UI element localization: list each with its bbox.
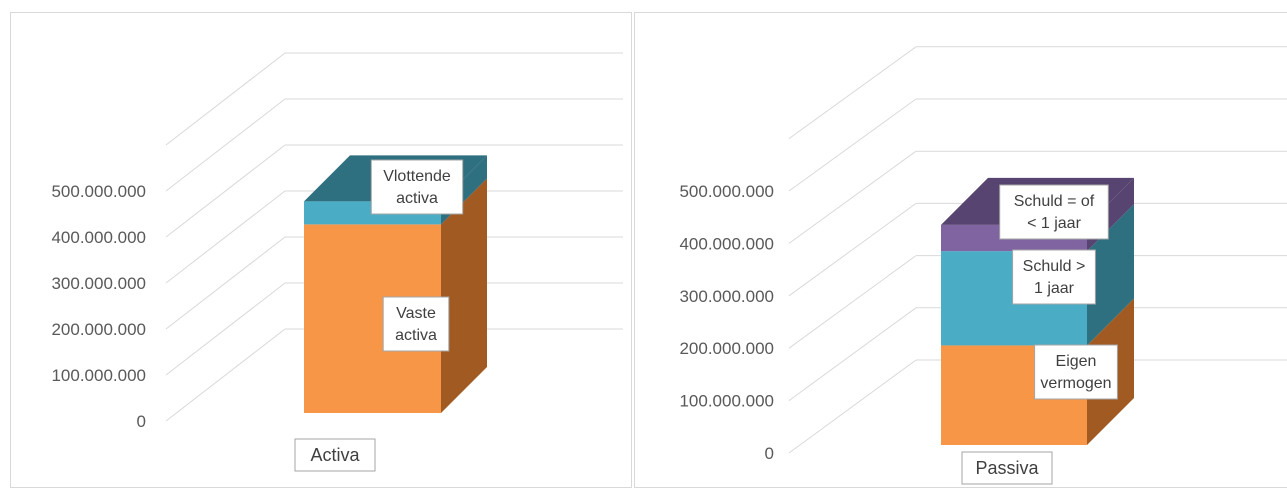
data-label-schuld-of-1-jaar: Schuld = of < 1 jaar [1014,193,1095,232]
gridline-diagonal [788,98,917,192]
y-tick-label: 400.000.000 [679,234,774,253]
activa-chart-panel: 0 100.000.000 200.000.000 300.000.000 400.00… [10,12,632,488]
gridline-diagonal [788,202,917,297]
passiva-chart: 0 100.000.000 200.000.000 300.000.000 400.00… [679,46,1287,485]
data-label-vlottende-activa: Vlottende activa [383,168,451,207]
y-tick-label: 100.000.000 [51,366,146,385]
gridline-diagonal [165,282,286,376]
passiva-chart-panel: 0 100.000.000 200.000.000 300.000.000 400.00… [634,12,1287,488]
data-label-box [370,159,464,215]
category-label-box [294,438,376,472]
data-label-eigen-vermogen: Eigen vermogen [1040,353,1111,392]
bar-segment-side [441,178,487,413]
y-tick-label: 500.000.000 [51,182,146,201]
category-label-box [961,451,1053,485]
gridline-diagonal [788,46,917,140]
data-label-box [382,296,450,352]
data-label-vaste-activa: Vaste activa [395,305,437,344]
y-tick-label: 500.000.000 [679,182,774,201]
gridline-diagonal [165,144,286,238]
data-label-box [999,184,1109,240]
gridline-diagonal [788,359,917,454]
y-tick-label: 0 [765,444,774,463]
activa-chart: 0 100.000.000 200.000.000 300.000.000 400.00… [51,52,623,472]
category-label: Activa [310,445,360,465]
gridline-diagonal [788,150,917,244]
category-label: Passiva [975,458,1039,478]
y-tick-label: 100.000.000 [679,392,774,411]
gridline-diagonal [165,236,286,330]
y-tick-label: 300.000.000 [51,274,146,293]
data-label-schuld-1-jaar: Schuld >1 jaar [1023,258,1086,297]
data-label-box [1012,249,1096,305]
y-tick-label: 0 [137,412,146,431]
gridline-diagonal [788,307,917,402]
data-label-box [1034,344,1118,400]
gridline-diagonal [788,255,917,349]
y-tick-label: 300.000.000 [679,287,774,306]
gridline-diagonal [165,98,286,192]
y-tick-label: 400.000.000 [51,228,146,247]
gridline-diagonal [165,190,286,284]
y-tick-label: 200.000.000 [51,320,146,339]
y-tick-label: 200.000.000 [679,339,774,358]
gridline-diagonal [165,328,286,422]
gridline-diagonal [165,52,286,146]
